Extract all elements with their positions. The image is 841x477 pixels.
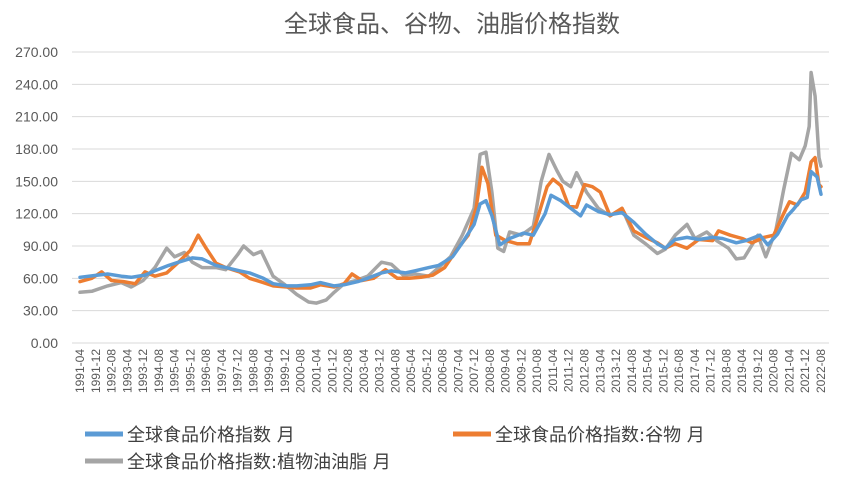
legend-label-food: 全球食品价格指数 月 bbox=[127, 425, 295, 446]
legend: 全球食品价格指数 月 全球食品价格指数:谷物 月 全球食品价格指数:植物油油脂 … bbox=[85, 425, 705, 473]
legend-label-cereal: 全球食品价格指数:谷物 月 bbox=[495, 425, 705, 446]
x-tick-label: 2009-12 bbox=[514, 349, 528, 393]
legend-label-vegoil: 全球食品价格指数:植物油油脂 月 bbox=[127, 452, 391, 473]
y-tick-label: 120.00 bbox=[15, 206, 58, 222]
x-tick-label: 1994-08 bbox=[152, 349, 166, 393]
y-tick-label: 180.00 bbox=[15, 141, 58, 157]
x-tick-label: 2021-12 bbox=[798, 349, 812, 393]
x-tick-label: 2006-08 bbox=[436, 349, 450, 393]
x-tick-label: 2007-12 bbox=[467, 349, 481, 393]
x-tick-label: 2003-12 bbox=[373, 349, 387, 393]
x-tick-label: 2017-12 bbox=[704, 349, 718, 393]
y-axis-ticks: 0.00 30.00 60.00 90.00 120.00 150.00 180.00 210… bbox=[15, 44, 58, 351]
x-tick-label: 2020-08 bbox=[767, 349, 781, 393]
y-tick-label: 60.00 bbox=[23, 270, 58, 286]
x-tick-label: 2013-04 bbox=[593, 349, 607, 393]
y-tick-label: 240.00 bbox=[15, 76, 58, 92]
x-tick-label: 2019-12 bbox=[751, 349, 765, 393]
x-tick-label: 2007-04 bbox=[451, 349, 465, 393]
x-tick-label: 2002-08 bbox=[341, 349, 355, 393]
x-tick-label: 2008-08 bbox=[483, 349, 497, 393]
x-tick-label: 2013-12 bbox=[609, 349, 623, 393]
x-tick-label: 2017-04 bbox=[688, 349, 702, 393]
series-lines bbox=[78, 70, 823, 305]
x-tick-label: 1995-12 bbox=[183, 349, 197, 393]
x-tick-label: 2010-08 bbox=[530, 349, 544, 393]
x-tick-label: 2011-12 bbox=[562, 349, 576, 392]
x-tick-label: 1995-04 bbox=[168, 349, 182, 393]
x-tick-label: 1997-04 bbox=[215, 349, 229, 393]
x-axis-ticks: 1991-04 1991-12 1992-08 1993-04 1993-12 1994-… bbox=[73, 349, 828, 393]
x-tick-label: 2014-08 bbox=[625, 349, 639, 393]
x-tick-label: 2000-08 bbox=[294, 349, 308, 393]
x-tick-label: 2009-04 bbox=[499, 349, 513, 393]
x-tick-label: 1992-08 bbox=[105, 349, 119, 393]
chart-title: 全球食品、谷物、油脂价格指数 bbox=[284, 10, 620, 38]
x-tick-label: 2018-08 bbox=[719, 349, 733, 393]
x-tick-label: 2004-08 bbox=[388, 349, 402, 393]
x-tick-label: 2003-04 bbox=[357, 349, 371, 393]
x-tick-label: 2005-12 bbox=[420, 349, 434, 393]
x-tick-label: 1999-04 bbox=[262, 349, 276, 393]
x-tick-label: 1998-08 bbox=[246, 349, 260, 393]
y-tick-label: 0.00 bbox=[31, 335, 58, 351]
series-line-1 bbox=[78, 155, 823, 290]
x-tick-label: 1997-12 bbox=[231, 349, 245, 393]
y-tick-label: 210.00 bbox=[15, 109, 58, 125]
x-tick-label: 2021-04 bbox=[782, 349, 796, 393]
x-tick-label: 2015-04 bbox=[641, 349, 655, 393]
x-tick-label: 2001-12 bbox=[325, 349, 339, 393]
y-tick-label: 90.00 bbox=[23, 238, 58, 254]
x-tick-label: 1993-12 bbox=[136, 349, 150, 393]
x-tick-label: 2019-04 bbox=[735, 349, 749, 393]
x-tick-label: 2016-08 bbox=[672, 349, 686, 393]
x-tick-label: 2012-08 bbox=[578, 349, 592, 393]
x-tick-label: 2005-04 bbox=[404, 349, 418, 393]
y-tick-label: 270.00 bbox=[15, 44, 58, 60]
series-line-2 bbox=[78, 70, 823, 305]
series-line-0 bbox=[78, 169, 823, 288]
x-tick-label: 1996-08 bbox=[199, 349, 213, 393]
x-tick-label: 2001-04 bbox=[309, 349, 323, 393]
x-tick-label: 2015-12 bbox=[656, 349, 670, 393]
x-tick-label: 2011-04 bbox=[546, 349, 560, 392]
x-tick-label: 1991-12 bbox=[89, 349, 103, 393]
gridlines bbox=[72, 51, 829, 312]
x-tick-label: 1993-04 bbox=[120, 349, 134, 393]
x-tick-label: 1999-12 bbox=[278, 349, 292, 393]
x-tick-label: 1991-04 bbox=[73, 349, 87, 393]
x-tick-label: 2022-08 bbox=[814, 349, 828, 393]
y-tick-label: 150.00 bbox=[15, 173, 58, 189]
y-tick-label: 30.00 bbox=[23, 303, 58, 319]
